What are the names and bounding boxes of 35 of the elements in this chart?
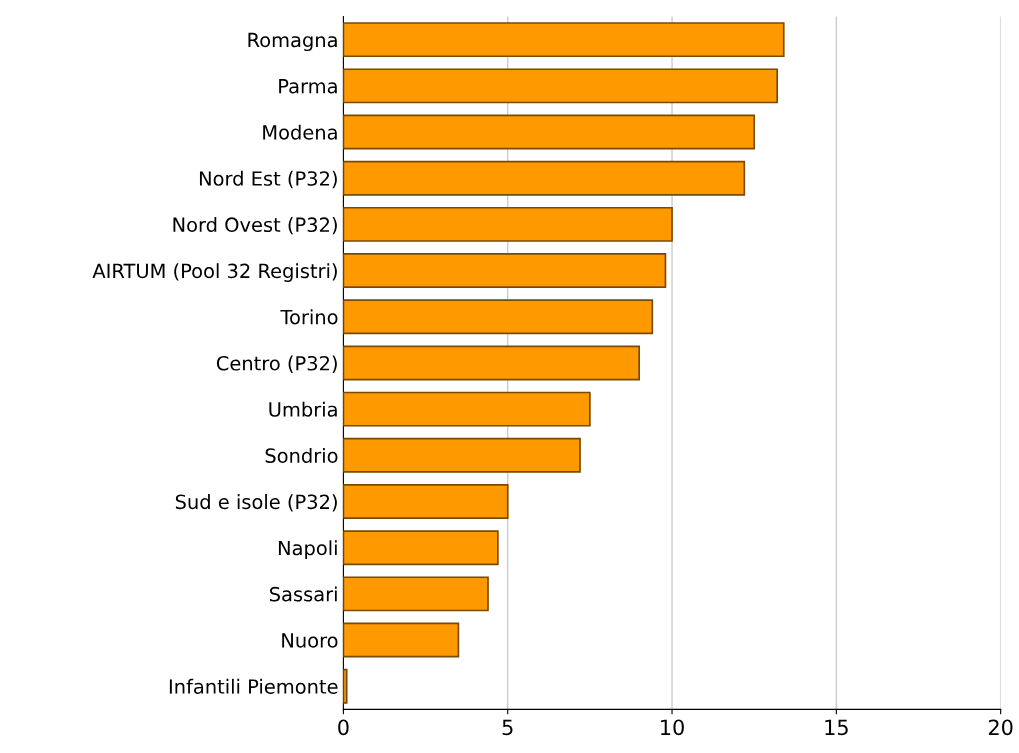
y-tick-label: Sondrio [265,447,338,463]
y-tick-label: Nuoro [282,633,338,648]
x-tick-label: 10 [661,719,684,736]
bar [343,206,673,242]
bar [343,345,641,381]
bar [343,114,756,150]
bar [343,391,591,427]
y-tick-label: Torino [280,309,338,325]
y-tick-label: AIRTUM (Pool 32 Registri) [92,263,337,283]
y-tick-label: Napoli [278,540,337,560]
bar [343,576,489,612]
y-tick-label: Modena [263,124,337,140]
x-tick-label: 0 [338,719,349,736]
bar [343,299,654,335]
y-tick-label: Umbria [269,401,337,417]
y-tick-label: Nord Est (P32) [199,170,337,189]
bar [343,68,779,104]
y-tick-label: Sassari [269,586,337,602]
bar [343,668,348,704]
bar [343,622,460,658]
x-tick-label: 20 [988,719,1013,736]
y-tick-label: Nord Ovest (P32) [173,217,337,235]
bar [343,530,499,566]
bar [343,484,509,519]
bar [343,253,667,289]
bar [343,437,581,473]
y-tick-label: Centro (P32) [216,355,337,373]
bar [343,160,746,196]
y-tick-label: Infantili Piemonte [169,678,338,694]
y-tick-label: Romagna [248,32,337,52]
x-tick-label: 5 [502,719,513,736]
y-tick-label: Parma [279,79,337,94]
y-tick-label: Sud e isole (P32) [175,494,337,512]
bar [343,22,785,58]
x-tick-label: 15 [825,719,848,736]
